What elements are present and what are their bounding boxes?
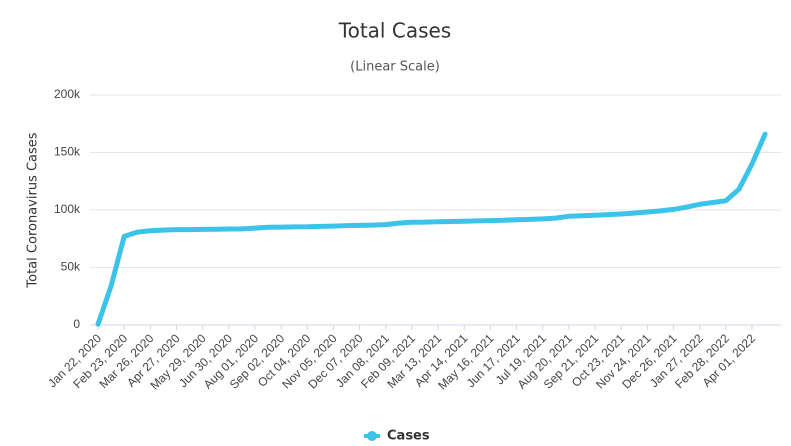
legend-marker (367, 431, 377, 441)
y-tick-label: 200k (54, 87, 81, 101)
chart-subtitle: (Linear Scale) (350, 60, 440, 75)
y-tick-label: 150k (54, 145, 81, 159)
y-tick-label: 50k (61, 260, 81, 274)
y-tick-label: 100k (54, 202, 81, 216)
legend-item[interactable]: Cases (364, 429, 430, 444)
data-line (95, 131, 768, 327)
y-tick-label: 0 (73, 317, 80, 331)
legend-label: Cases (387, 429, 430, 444)
chart-title: Total Cases (338, 19, 451, 43)
y-axis-label: Total Coronavirus Cases (26, 132, 41, 288)
